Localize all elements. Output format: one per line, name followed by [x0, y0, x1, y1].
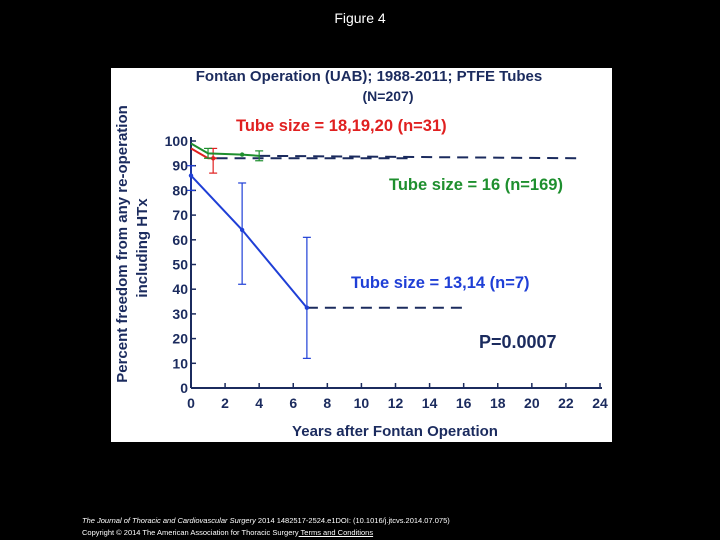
y-tick-label: 80 [172, 182, 188, 198]
series-3-point [188, 173, 194, 178]
legend-label-series-1: Tube size = 18,19,20 (n=31) [236, 117, 447, 135]
series-1-point [210, 156, 216, 161]
y-tick-label: 20 [172, 331, 188, 347]
legend-label-series-3: Tube size = 13,14 (n=7) [351, 274, 530, 292]
x-tick-label: 8 [323, 395, 331, 411]
y-tick-label: 40 [172, 281, 188, 297]
x-tick-label: 22 [558, 395, 574, 411]
series-3-curve [190, 174, 308, 309]
x-tick-label: 4 [255, 395, 263, 411]
x-tick-label: 2 [221, 395, 229, 411]
figure-panel: Fontan Operation (UAB); 1988-2011; PTFE … [111, 68, 612, 442]
series-3-point [239, 227, 245, 233]
series-2-curve [190, 142, 260, 157]
series-2-point [239, 152, 245, 157]
slide-title: Figure 4 [334, 10, 386, 26]
y-tick-label: 60 [172, 232, 188, 248]
y-tick-label: 10 [172, 355, 188, 371]
x-tick-label: 24 [592, 395, 608, 411]
journal-name: The Journal of Thoracic and Cardiovascul… [82, 516, 256, 525]
journal-citation: The Journal of Thoracic and Cardiovascul… [82, 516, 450, 525]
copyright-text: Copyright © 2014 The American Associatio… [82, 528, 299, 537]
x-tick-label: 0 [187, 395, 195, 411]
x-tick-label: 20 [524, 395, 540, 411]
y-tick-label: 30 [172, 306, 188, 322]
y-axis-label-line1: Percent freedom from any re-operation [114, 105, 131, 383]
y-tick-label: 70 [172, 207, 188, 223]
copyright-line: Copyright © 2014 The American Associatio… [82, 528, 373, 537]
x-tick-label: 6 [289, 395, 297, 411]
legend-label-series-2: Tube size = 16 (n=169) [389, 176, 563, 194]
chart-title: Fontan Operation (UAB); 1988-2011; PTFE … [196, 68, 542, 85]
terms-and-conditions-link[interactable]: Terms and Conditions [298, 528, 374, 537]
y-tick-label: 100 [165, 133, 189, 149]
p-value-annotation: P=0.0007 [479, 332, 557, 352]
journal-reference: 2014 1482517-2524.e1DOI: (10.1016/j.jtcv… [255, 516, 450, 525]
chart-subtitle: (N=207) [363, 88, 414, 104]
x-tick-label: 16 [456, 395, 472, 411]
x-tick-label: 10 [354, 395, 370, 411]
y-axis-label-line2: including HTx [134, 198, 151, 298]
x-axis-label: Years after Fontan Operation [292, 423, 498, 440]
x-tick-label: 14 [422, 395, 438, 411]
x-tick-label: 18 [490, 395, 506, 411]
x-tick-label: 12 [388, 395, 404, 411]
survival-chart: Fontan Operation (UAB); 1988-2011; PTFE … [114, 68, 608, 440]
y-tick-label: 0 [180, 380, 188, 396]
series-3-point [304, 305, 310, 310]
y-tick-label: 50 [172, 257, 188, 273]
y-tick-label: 90 [172, 158, 188, 174]
